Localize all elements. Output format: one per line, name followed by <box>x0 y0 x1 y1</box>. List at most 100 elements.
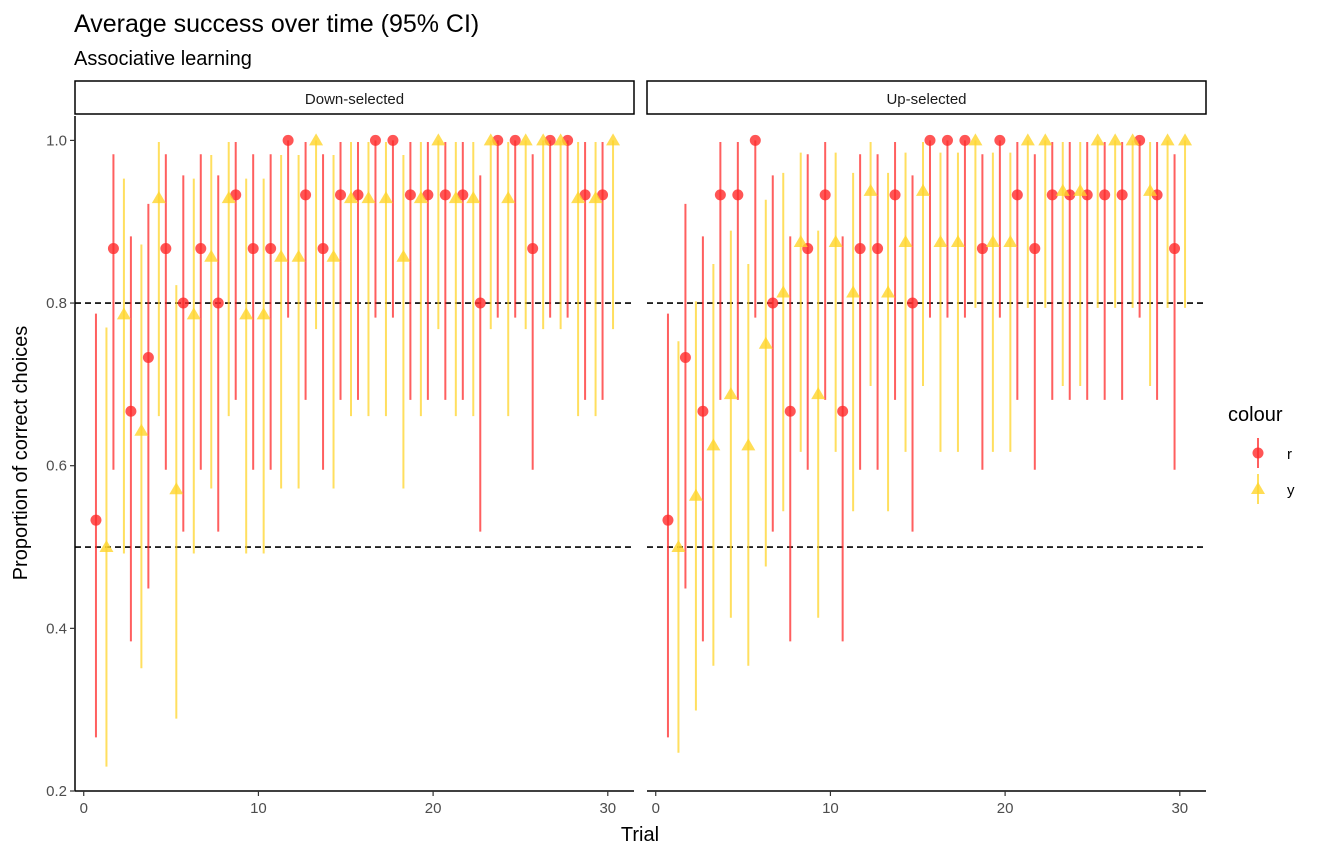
point-y <box>378 191 393 204</box>
point-y <box>688 488 703 501</box>
point-y <box>723 387 738 400</box>
point-y <box>846 285 861 298</box>
point-r <box>767 297 779 309</box>
y-tick-label: 0.4 <box>46 620 67 637</box>
point-y <box>116 307 131 320</box>
point-r <box>230 189 242 201</box>
point-y <box>431 133 446 146</box>
y-tick-label: 1.0 <box>46 132 67 149</box>
point-r <box>422 189 434 201</box>
point-y <box>881 285 896 298</box>
point-r <box>889 189 901 201</box>
point-r <box>1011 189 1023 201</box>
x-axis-title: Trial <box>621 824 659 846</box>
point-r <box>924 134 936 146</box>
point-y <box>898 235 913 248</box>
panel-up-selected: Up-selected 0 10 20 30 <box>646 80 1207 817</box>
point-r <box>907 297 919 309</box>
chart-title: Average success over time (95% CI) <box>74 10 479 38</box>
panel-strip <box>74 80 635 115</box>
point-y <box>466 191 481 204</box>
point-y <box>1090 133 1105 146</box>
panel-down-selected: Down-selected 0 10 20 30 0.2 0.4 0.6 0.8 1.0 <box>46 80 635 817</box>
point-r <box>107 243 119 255</box>
point-r <box>732 189 744 201</box>
point-y <box>588 191 603 204</box>
point-r <box>457 189 469 201</box>
point-y <box>291 249 306 262</box>
point-y <box>1038 133 1053 146</box>
y-tick-label: 0.6 <box>46 458 67 475</box>
point-y <box>344 191 359 204</box>
point-y <box>950 235 965 248</box>
panels: Down-selected 0 10 20 30 0.2 0.4 0.6 0.8 1.0 Up-se… <box>46 80 1207 817</box>
point-r <box>959 134 971 146</box>
point-r <box>509 134 521 146</box>
series-r <box>90 134 609 738</box>
legend-entry-y: y <box>1251 474 1295 504</box>
point-r <box>579 189 591 201</box>
point-r <box>941 134 953 146</box>
point-y <box>326 249 341 262</box>
series-y <box>99 133 621 767</box>
point-y <box>671 540 686 553</box>
point-r <box>1029 243 1041 255</box>
panel-strip-label: Up-selected <box>886 91 966 108</box>
point-r <box>819 189 831 201</box>
point-r <box>125 405 137 417</box>
point-r <box>474 297 486 309</box>
point-y <box>1143 183 1158 196</box>
point-y <box>571 191 586 204</box>
point-y <box>134 423 149 436</box>
point-r <box>1116 189 1128 201</box>
point-y <box>741 438 756 451</box>
point-y <box>1073 183 1088 196</box>
point-r <box>1046 189 1058 201</box>
point-r <box>714 189 726 201</box>
point-y <box>204 249 219 262</box>
point-r <box>1169 243 1181 255</box>
point-r <box>597 189 609 201</box>
point-y <box>1055 183 1070 196</box>
series-r <box>662 134 1181 738</box>
point-y <box>99 540 114 553</box>
point-r <box>404 189 416 201</box>
point-r <box>527 243 539 255</box>
point-y <box>186 307 201 320</box>
point-y <box>169 482 184 495</box>
point-r <box>1099 189 1111 201</box>
point-y <box>274 249 289 262</box>
point-r <box>854 243 866 255</box>
legend-entry-r: r <box>1252 438 1292 468</box>
point-y <box>776 285 791 298</box>
point-r <box>265 243 277 255</box>
point-y <box>828 235 843 248</box>
point-r <box>697 405 709 417</box>
y-tick-label: 0.2 <box>46 783 67 800</box>
point-y <box>1178 133 1193 146</box>
point-y <box>518 133 533 146</box>
point-y <box>606 133 621 146</box>
x-tick-label: 20 <box>997 800 1014 817</box>
legend-label: y <box>1287 482 1295 499</box>
series-y <box>671 133 1193 753</box>
point-y <box>309 133 324 146</box>
panel-strip <box>646 80 1207 115</box>
x-tick-label: 20 <box>425 800 442 817</box>
point-r <box>160 243 172 255</box>
point-r <box>212 297 224 309</box>
point-y <box>448 191 463 204</box>
point-r <box>439 189 451 201</box>
point-y <box>256 307 271 320</box>
point-r <box>317 243 329 255</box>
x-tick-label: 10 <box>250 800 267 817</box>
point-r <box>282 134 294 146</box>
point-y <box>413 191 428 204</box>
legend-key-circle <box>1252 447 1264 459</box>
x-tick-label: 0 <box>652 800 660 817</box>
point-r <box>195 243 207 255</box>
legend-label: r <box>1287 446 1292 463</box>
point-r <box>369 134 381 146</box>
point-y <box>985 235 1000 248</box>
legend-title: colour <box>1228 404 1283 426</box>
